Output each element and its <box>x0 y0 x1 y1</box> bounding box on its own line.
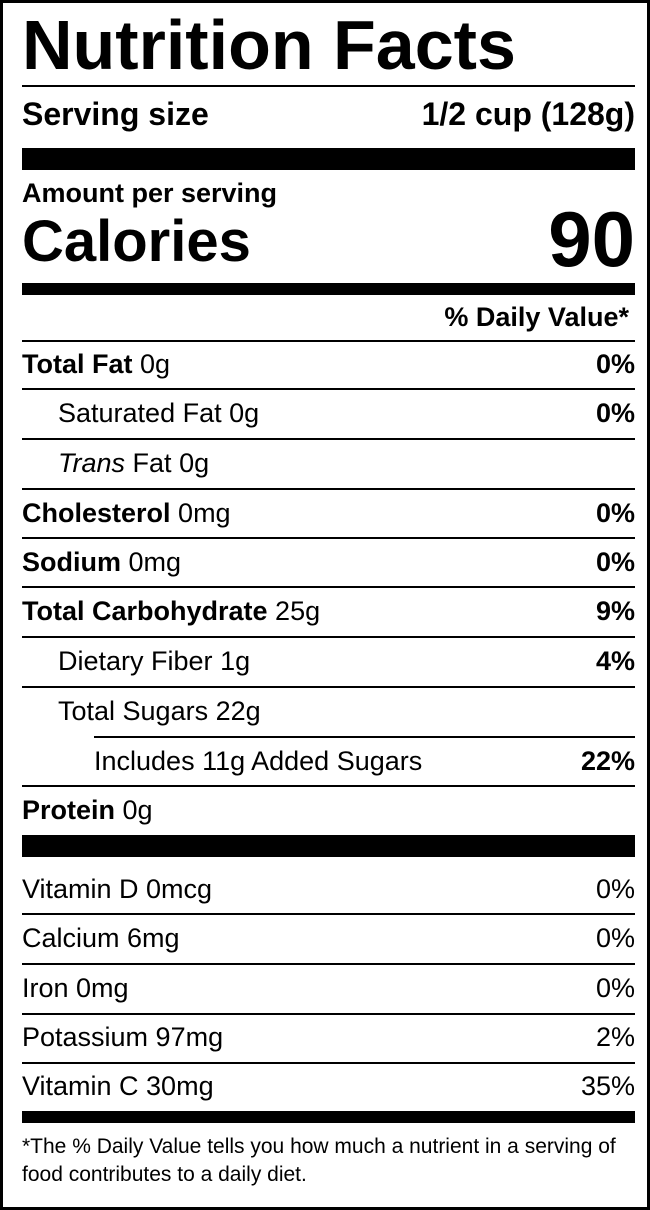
daily-value-header: % Daily Value* <box>444 302 629 332</box>
nutrient-name: Total Sugars <box>58 696 209 726</box>
nutrient-name: Dietary Fiber <box>58 646 213 676</box>
protein-divider-bar <box>22 835 635 857</box>
row-divider <box>22 1013 635 1015</box>
vitamin-row-iron: Iron 0mg 0% <box>22 964 635 1012</box>
nutrient-row-added-sugars: Includes 11g Added Sugars 22% <box>22 737 635 785</box>
nutrient-label: Total Fat 0g <box>22 340 170 388</box>
nutrient-label: Total Carbohydrate 25g <box>22 587 320 635</box>
row-divider <box>22 913 635 915</box>
nutrient-amount: 25g <box>275 596 321 626</box>
row-divider <box>22 963 635 965</box>
row-divider <box>22 586 635 588</box>
row-divider <box>22 636 635 638</box>
vitamin-label: Vitamin C 30mg <box>22 1071 214 1101</box>
vitamin-label: Potassium 97mg <box>22 1022 224 1052</box>
row-divider <box>22 1062 635 1064</box>
nutrient-name: Total Fat <box>22 349 133 379</box>
calories-divider-bar <box>22 283 635 295</box>
serving-divider-bar <box>22 148 635 170</box>
footnote-divider-bar <box>22 1111 635 1123</box>
nutrient-amount: 0g <box>229 398 260 428</box>
nutrient-row-total-fat: Total Fat 0g 0% <box>22 340 635 388</box>
nutrient-daily-value: 0% <box>595 498 635 528</box>
vitamin-daily-value: 35% <box>580 1071 635 1101</box>
row-divider <box>94 736 635 738</box>
vitamin-daily-value: 0% <box>595 923 635 953</box>
nutrient-row-sodium: Sodium 0mg 0% <box>22 538 635 586</box>
nutrient-row-dietary-fiber: Dietary Fiber 1g 4% <box>22 637 635 685</box>
calories-value: 90 <box>548 195 635 283</box>
nutrient-label: Protein 0g <box>22 786 153 834</box>
nutrient-amount: 22g <box>215 696 261 726</box>
nutrient-name: Fat <box>132 448 172 478</box>
nutrient-amount: 0g <box>122 795 153 825</box>
row-divider <box>22 537 635 539</box>
row-divider <box>22 488 635 490</box>
nutrient-name: Saturated Fat <box>58 398 222 428</box>
calories-label: Calories <box>22 209 251 274</box>
vitamin-row-vitamin-d: Vitamin D 0mcg 0% <box>22 865 635 913</box>
nutrient-row-total-sugars: Total Sugars 22g <box>22 687 635 735</box>
serving-size-value: 1/2 cup (128g) <box>421 96 635 132</box>
nutrient-row-trans-fat: Trans Fat 0g <box>22 439 635 487</box>
row-divider <box>22 388 635 390</box>
amount-per-serving: Amount per serving <box>22 178 278 208</box>
nutrient-amount: 0mg <box>128 547 182 577</box>
nutrient-label: Cholesterol 0mg <box>22 489 231 537</box>
nutrient-name: Cholesterol <box>22 498 171 528</box>
vitamin-label: Calcium 6mg <box>22 923 180 953</box>
vitamin-row-vitamin-c: Vitamin C 30mg 35% <box>22 1062 635 1110</box>
row-divider <box>22 785 635 787</box>
nutrient-daily-value: 0% <box>595 547 635 577</box>
vitamin-daily-value: 0% <box>595 874 635 904</box>
nutrient-label: Sodium 0mg <box>22 538 181 586</box>
nutrient-amount: 0g <box>140 349 171 379</box>
vitamin-row-calcium: Calcium 6mg 0% <box>22 914 635 962</box>
label-title: Nutrition Facts <box>22 6 516 84</box>
nutrient-label: Saturated Fat 0g <box>58 389 259 437</box>
nutrient-daily-value: 0% <box>595 398 635 428</box>
row-divider <box>22 340 635 342</box>
nutrient-row-total-carbohydrate: Total Carbohydrate 25g 9% <box>22 587 635 635</box>
nutrient-daily-value: 22% <box>580 746 635 776</box>
vitamin-daily-value: 0% <box>595 973 635 1003</box>
nutrient-row-cholesterol: Cholesterol 0mg 0% <box>22 489 635 537</box>
nutrient-label: Trans Fat 0g <box>58 439 209 487</box>
nutrient-row-protein: Protein 0g <box>22 786 635 834</box>
vitamin-label: Iron 0mg <box>22 973 129 1003</box>
nutrient-label: Includes 11g Added Sugars <box>94 746 423 776</box>
nutrient-daily-value: 0% <box>595 349 635 379</box>
row-divider <box>22 686 635 688</box>
nutrient-label: Dietary Fiber 1g <box>58 637 250 685</box>
daily-value-footnote: *The % Daily Value tells you how much a … <box>22 1135 616 1186</box>
title-divider <box>22 85 635 87</box>
nutrient-amount: 0mg <box>178 498 231 528</box>
nutrient-name: Sodium <box>22 547 121 577</box>
vitamin-row-potassium: Potassium 97mg 2% <box>22 1013 635 1061</box>
row-divider <box>22 438 635 440</box>
nutrient-name: Total Carbohydrate <box>22 596 268 626</box>
serving-size-row: Serving size 1/2 cup (128g) <box>22 91 635 137</box>
serving-size-label: Serving size <box>22 96 209 132</box>
nutrient-daily-value: 9% <box>595 596 635 626</box>
nutrient-amount: 1g <box>220 646 251 676</box>
nutrient-name-italic: Trans <box>58 448 126 478</box>
nutrient-label: Total Sugars 22g <box>58 687 261 735</box>
calories-row: Calories 90 <box>22 195 635 285</box>
vitamin-label: Vitamin D 0mcg <box>22 874 213 904</box>
nutrient-daily-value: 4% <box>595 646 635 676</box>
nutrient-name: Protein <box>22 795 116 825</box>
nutrient-row-saturated-fat: Saturated Fat 0g 0% <box>22 389 635 437</box>
vitamin-daily-value: 2% <box>595 1022 635 1052</box>
nutrient-amount: 0g <box>179 448 210 478</box>
